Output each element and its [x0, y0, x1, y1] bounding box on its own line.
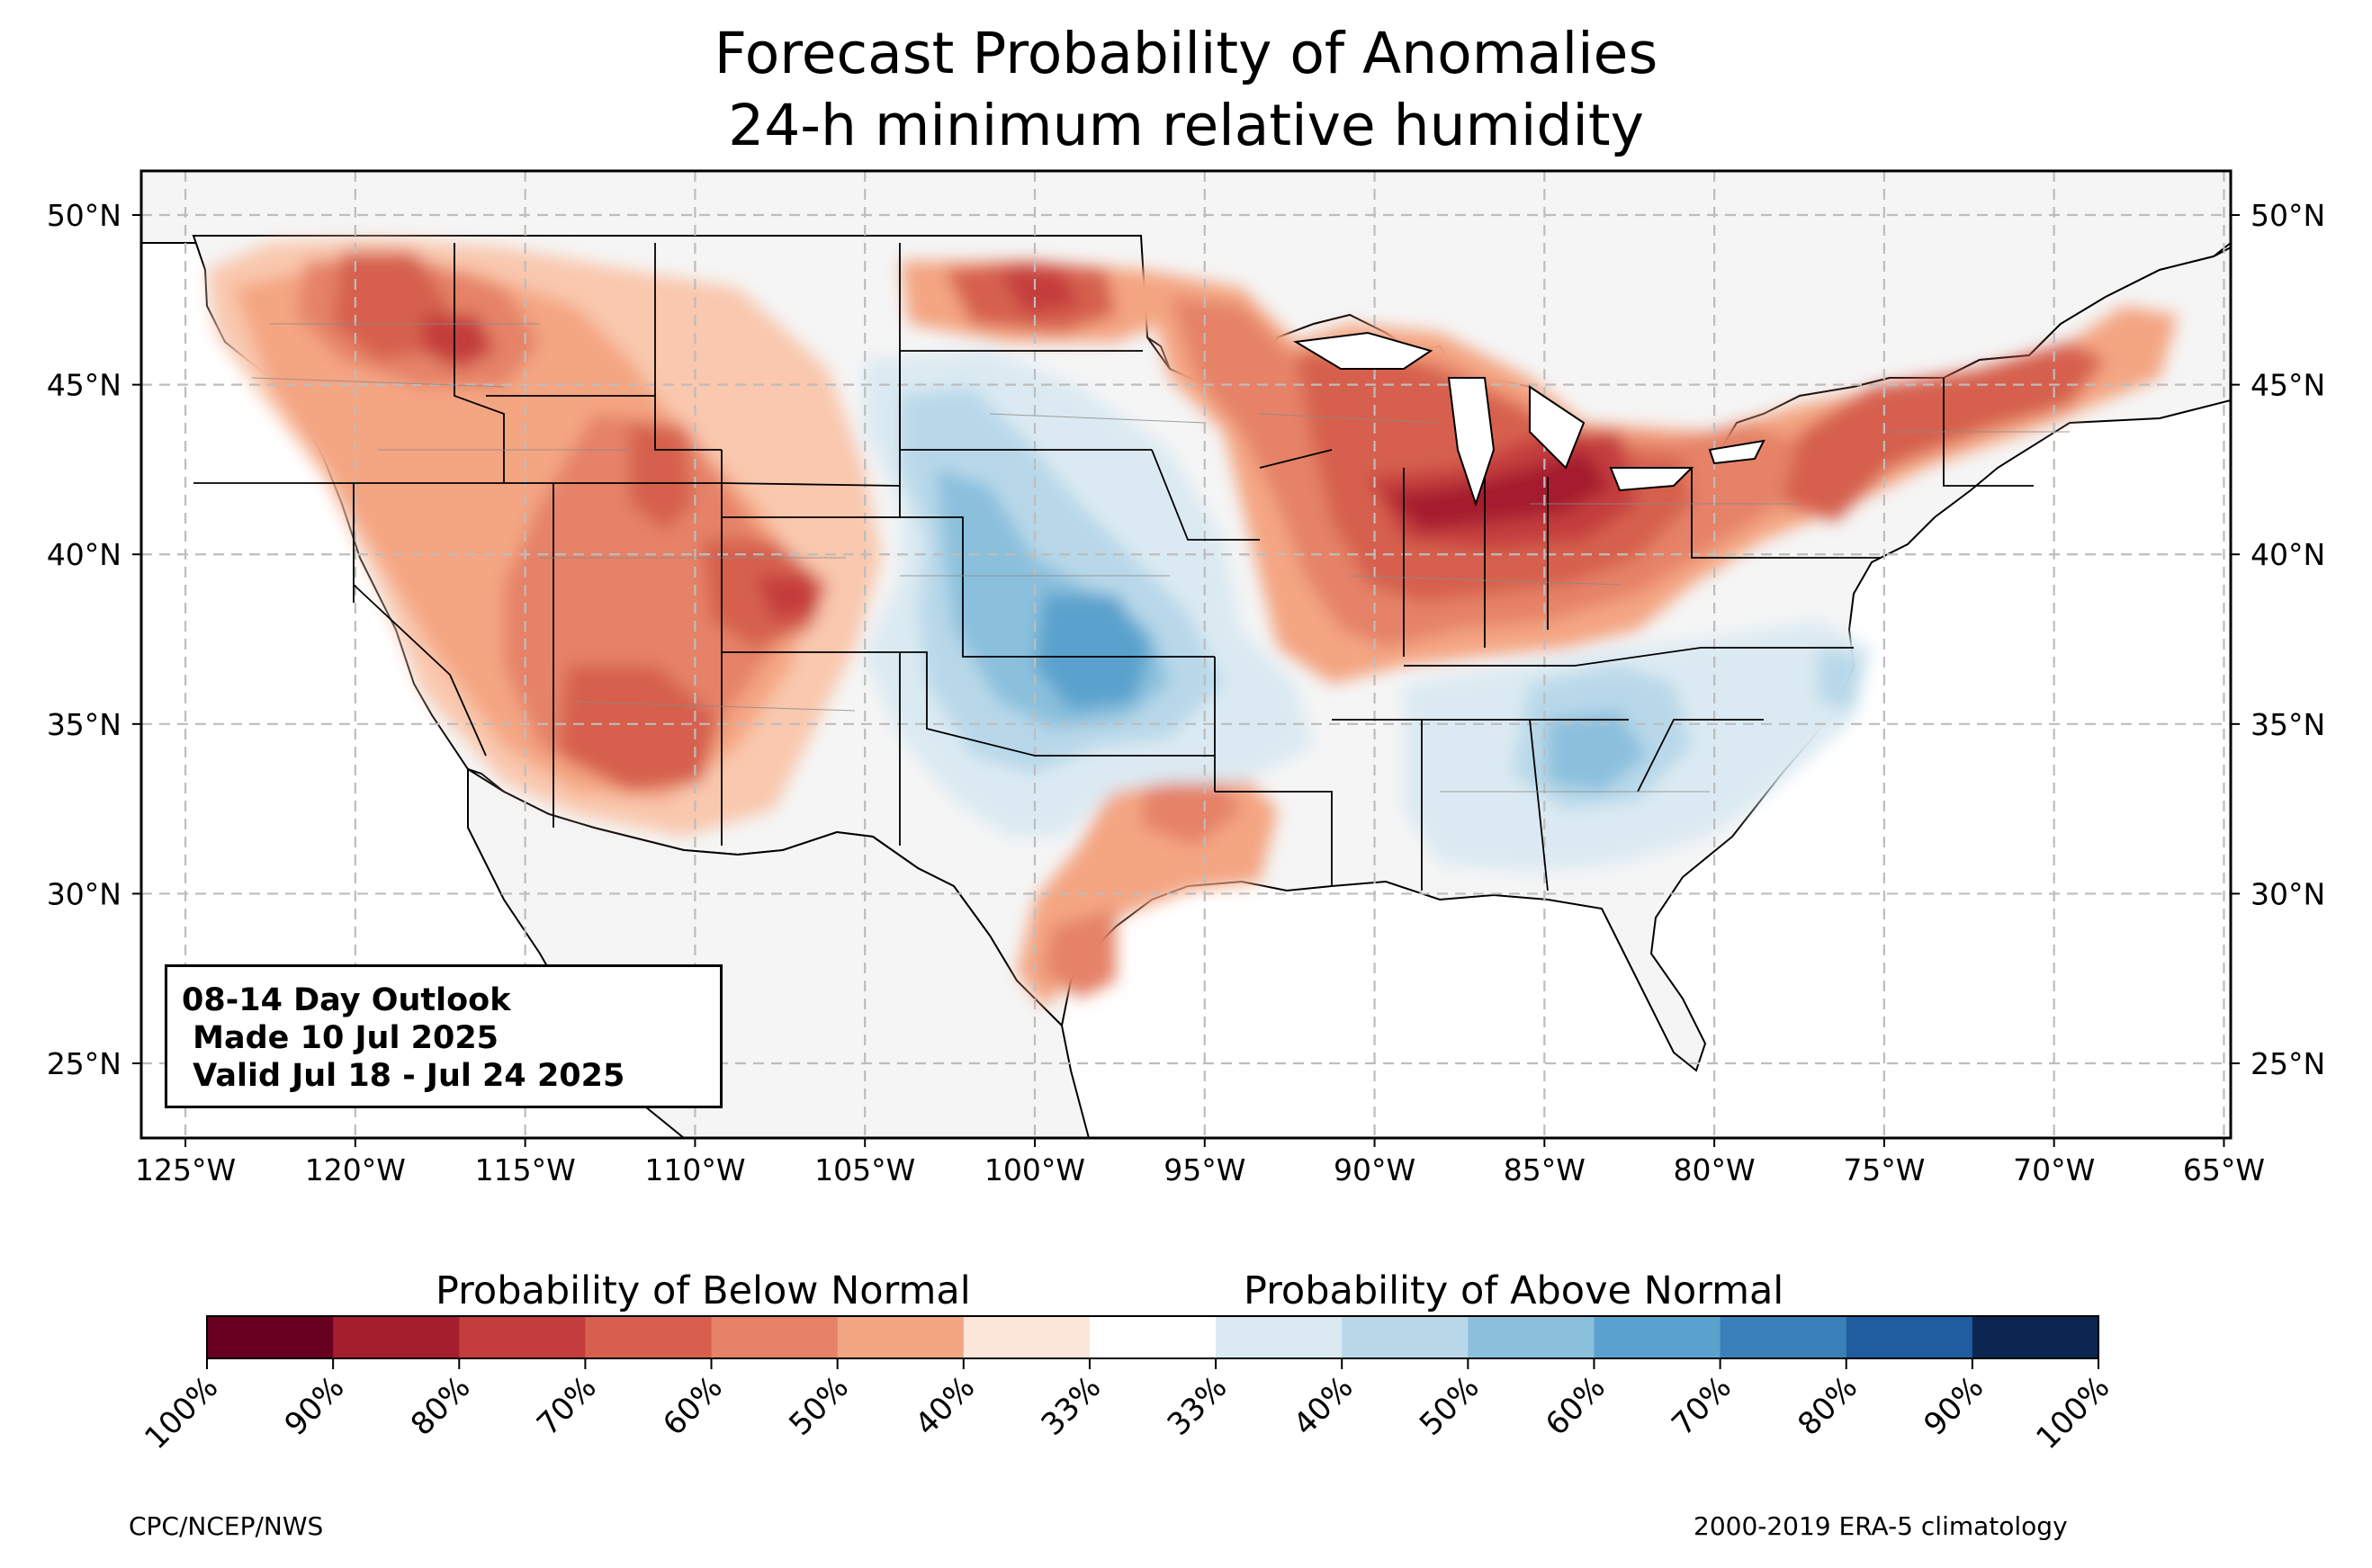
colorbar-tick-label: 100% — [2029, 1369, 2116, 1456]
colorbar-tick-label: 40% — [1287, 1369, 1361, 1443]
county-lines — [251, 323, 2070, 793]
colorbar-segment — [1972, 1316, 2099, 1358]
colorbar-segment — [1468, 1316, 1595, 1358]
colorbar-tick-label: 60% — [656, 1369, 730, 1443]
lat-label-left: 25°N — [47, 1046, 121, 1081]
lon-label: 100°W — [984, 1152, 1085, 1187]
map-frame — [139, 169, 2233, 1140]
lat-label-right: 40°N — [2251, 537, 2325, 572]
lon-label: 115°W — [475, 1152, 576, 1187]
chart-title-line1: Forecast Probability of Anomalies — [714, 21, 1658, 86]
anomaly-shading — [207, 238, 2178, 1008]
colorbar-segment — [1089, 1316, 1217, 1358]
lat-label-left: 50°N — [47, 198, 121, 233]
colorbar-segment — [459, 1316, 586, 1358]
colorbar-tick-label: 50% — [782, 1369, 856, 1443]
colorbar-segment — [585, 1316, 713, 1358]
colorbar-tick-label: 80% — [1791, 1369, 1864, 1443]
legend-above-normal-title: Probability of Above Normal — [1244, 1268, 1784, 1313]
outlook-info-box: 08-14 Day Outlook Made 10 Jul 2025 Valid… — [165, 964, 723, 1108]
lat-label-right: 35°N — [2251, 707, 2325, 742]
lat-label-right: 30°N — [2251, 876, 2325, 911]
colorbar-segment — [1846, 1316, 1973, 1358]
lon-label: 65°W — [2183, 1152, 2265, 1187]
colorbar-segment — [963, 1316, 1091, 1358]
colorbar-tick-label: 40% — [908, 1369, 982, 1443]
great-lakes — [1293, 331, 1766, 507]
colorbar-tick-label: 33% — [1035, 1369, 1109, 1443]
lon-label: 95°W — [1164, 1152, 1245, 1187]
lon-label: 110°W — [644, 1152, 745, 1187]
colorbar-tick-label: 90% — [1918, 1369, 1991, 1443]
chart-title-line2: 24-h minimum relative humidity — [728, 93, 1644, 158]
lon-label: 70°W — [2013, 1152, 2095, 1187]
colorbar-segment — [207, 1316, 334, 1358]
lon-labels: 125°W 120°W 115°W 110°W 105°W 100°W 95°W 90°W 85… — [135, 1152, 2265, 1187]
lat-label-left: 40°N — [47, 537, 121, 572]
colorbar-segment — [837, 1316, 965, 1358]
lat-label-left: 35°N — [47, 707, 121, 742]
colorbar-tick-label: 33% — [1161, 1369, 1235, 1443]
colorbar-tick-label: 80% — [404, 1369, 478, 1443]
outlook-period: 08-14 Day Outlook — [182, 982, 511, 1018]
colorbar: 100% 90% 80% 70% 60% 50% 40% 33% 33% 40% 50% 60% 70%… — [138, 1315, 2116, 1456]
lat-label-right: 45°N — [2251, 368, 2325, 403]
lon-label: 80°W — [1674, 1152, 1756, 1187]
valid-dates: Valid Jul 18 - Jul 24 2025 — [182, 1058, 625, 1094]
colorbar-tick-label: 100% — [138, 1369, 225, 1456]
colorbar-segment — [1594, 1316, 1721, 1358]
lat-labels-right: 50°N 45°N 40°N 35°N 30°N 25°N — [2251, 198, 2325, 1081]
lon-label: 105°W — [814, 1152, 915, 1187]
lat-labels-left: 50°N 45°N 40°N 35°N 30°N 25°N — [47, 198, 121, 1081]
lat-label-left: 45°N — [47, 368, 121, 403]
colorbar-tick-label: 90% — [278, 1369, 352, 1443]
colorbar-frame — [206, 1315, 2099, 1359]
footer-source: CPC/NCEP/NWS — [129, 1511, 324, 1541]
lat-label-right: 50°N — [2251, 198, 2325, 233]
colorbar-tick-label: 60% — [1539, 1369, 1613, 1443]
lon-label: 85°W — [1504, 1152, 1586, 1187]
colorbar-tick-label: 50% — [1413, 1369, 1487, 1443]
colorbar-segment — [333, 1316, 460, 1358]
lon-label: 90°W — [1334, 1152, 1415, 1187]
axis-ticks — [132, 214, 2240, 1147]
colorbar-segment — [1720, 1316, 1847, 1358]
lon-label: 75°W — [1843, 1152, 1925, 1187]
colorbar-segment — [1342, 1316, 1469, 1358]
colorbar-tick-label: 70% — [530, 1369, 604, 1443]
state-borders — [193, 243, 2034, 892]
made-date: Made 10 Jul 2025 — [182, 1020, 499, 1056]
lon-label: 125°W — [135, 1152, 236, 1187]
colorbar-tick-label: 70% — [1665, 1369, 1739, 1443]
lat-label-right: 25°N — [2251, 1046, 2325, 1081]
colorbar-segment — [1216, 1316, 1343, 1358]
lon-label: 120°W — [305, 1152, 406, 1187]
colorbar-segment — [711, 1316, 839, 1358]
lat-label-left: 30°N — [47, 876, 121, 911]
footer-climatology: 2000-2019 ERA-5 climatology — [1694, 1511, 2068, 1541]
legend-below-normal-title: Probability of Below Normal — [436, 1268, 971, 1313]
